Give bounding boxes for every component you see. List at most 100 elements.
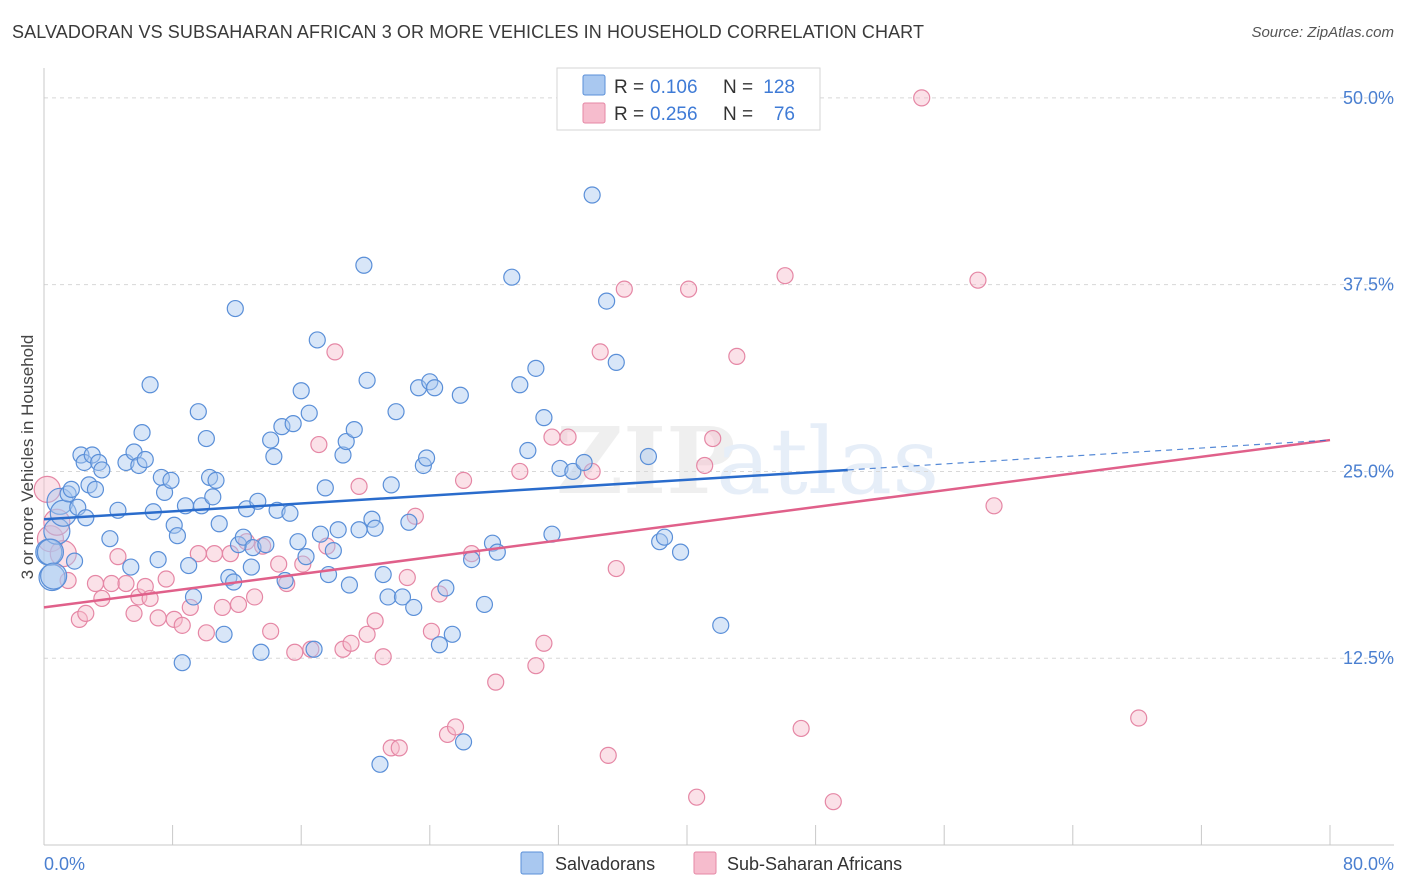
subsaharan-point — [792, 719, 810, 738]
salvadoran-point — [165, 516, 183, 534]
legend-r-label-0: R = — [614, 77, 644, 98]
salvadoran-point — [93, 461, 111, 479]
subsaharan-point — [559, 428, 577, 446]
salvadoran-point — [382, 476, 400, 494]
subsaharan-point — [591, 343, 609, 361]
trend-lines — [43, 438, 1331, 609]
subsaharan-point — [286, 643, 304, 661]
source-label: Source: ZipAtlas.com — [1251, 24, 1394, 41]
subsaharan-point — [173, 616, 191, 634]
salvadoran-point — [340, 576, 359, 594]
subsaharan-point — [374, 648, 392, 666]
subsaharan-point — [197, 624, 215, 642]
subsaharan-point — [422, 622, 441, 640]
salvadoran-point — [355, 256, 373, 274]
legend-r-label-1: R = — [614, 104, 644, 125]
subsaharan-point — [366, 612, 384, 630]
subsaharan-point — [430, 585, 449, 603]
salvadoran-point — [655, 528, 674, 546]
subsaharan-point — [446, 718, 465, 736]
salvadoran-point — [122, 558, 140, 576]
salvadoran-point — [207, 471, 225, 490]
subsaharan-point — [398, 568, 416, 587]
salvadoran-point — [475, 595, 494, 614]
salvadoran-point — [443, 625, 461, 643]
subsaharan-point — [615, 280, 633, 298]
legend-n-label-0: N = — [723, 77, 753, 98]
subsaharan-point — [125, 604, 143, 622]
salvadoran-point — [483, 534, 502, 552]
salvadoran-point — [284, 415, 302, 433]
bottom-legend-label-salvadorans: Salvadorans — [555, 854, 655, 874]
chart-title: SALVADORAN VS SUBSAHARAN AFRICAN 3 OR MO… — [12, 22, 925, 42]
salvadoran-point — [639, 447, 658, 466]
salvadoran-point — [273, 418, 291, 436]
bottom-legend: Salvadorans Sub-Saharan Africans — [520, 851, 902, 875]
legend-n-label-1: N = — [723, 104, 753, 125]
series-subsaharan-points — [33, 89, 1148, 811]
salvadoran-point — [292, 382, 310, 400]
bottom-legend-swatch-salvadorans — [520, 851, 544, 875]
salvadoran-point — [519, 441, 537, 460]
subsaharan-point — [358, 625, 376, 643]
axes — [43, 68, 1394, 846]
subsaharan-point — [704, 429, 722, 448]
legend-swatch-salvadorans — [582, 74, 606, 96]
salvadoran-point — [289, 533, 307, 551]
salvadoran-point — [583, 186, 601, 204]
salvadoran-point — [265, 447, 283, 466]
salvadoran-point — [168, 527, 187, 545]
salvadoran-point — [363, 510, 381, 528]
salvadoran-point — [141, 376, 159, 394]
salvadoran-point — [405, 598, 423, 617]
subsaharan-point — [454, 471, 473, 490]
salvadoran-point — [226, 299, 244, 318]
salvadoran-point — [305, 640, 323, 658]
subsaharan-point — [157, 570, 175, 588]
subsaharan-point — [213, 598, 232, 617]
y-axis-title: 3 or more Vehicles in Household — [18, 335, 37, 580]
subsaharan-point — [70, 610, 88, 628]
subsaharan-point — [326, 343, 344, 361]
salvadoran-point — [101, 530, 119, 548]
salvadoran-point — [607, 353, 625, 371]
subsaharan-point — [511, 462, 529, 481]
subsaharan-point — [390, 739, 408, 757]
salvadoran-point — [281, 504, 299, 522]
salvadoran-point — [62, 480, 80, 498]
salvadoran-point — [350, 521, 368, 539]
legend-r-value-1: 0.256 — [650, 104, 698, 125]
series-salvadorans-points — [35, 186, 730, 773]
salvadoran-point — [358, 371, 376, 389]
salvadoran-point — [437, 579, 455, 597]
subsaharan-point — [599, 746, 617, 764]
y-tick-label: 37.5% — [1343, 275, 1394, 295]
subsaharan-point — [688, 788, 706, 806]
subsaharan-point — [229, 595, 248, 614]
subsaharan-point — [824, 793, 842, 811]
salvadoran-point — [244, 539, 262, 557]
salvadoran-point — [387, 403, 405, 421]
subsaharan-point — [205, 545, 223, 563]
legend-r-value-0: 0.106 — [650, 77, 698, 98]
salvadoran-point — [40, 562, 68, 590]
salvadoran-point — [454, 733, 473, 751]
subsaharan-point — [680, 280, 698, 298]
salvadoran-point — [311, 525, 330, 543]
salvadoran-point — [575, 453, 593, 472]
salvadoran-point — [308, 331, 326, 349]
subsaharan-point — [350, 477, 368, 495]
trend-line-subsaharan — [43, 438, 1331, 609]
salvadoran-point — [184, 588, 203, 606]
salvadoran-point — [300, 404, 318, 422]
salvadoran-point — [430, 636, 449, 654]
subsaharan-point — [310, 435, 328, 454]
salvadoran-point — [564, 462, 582, 481]
salvadoran-point — [337, 432, 355, 451]
salvadoran-point — [598, 292, 616, 310]
salvadoran-point — [400, 513, 418, 531]
legend-n-value-1: 76 — [774, 104, 795, 125]
salvadoran-point — [671, 543, 690, 561]
salvadoran-point — [426, 379, 444, 397]
x-ticks — [43, 825, 1331, 845]
